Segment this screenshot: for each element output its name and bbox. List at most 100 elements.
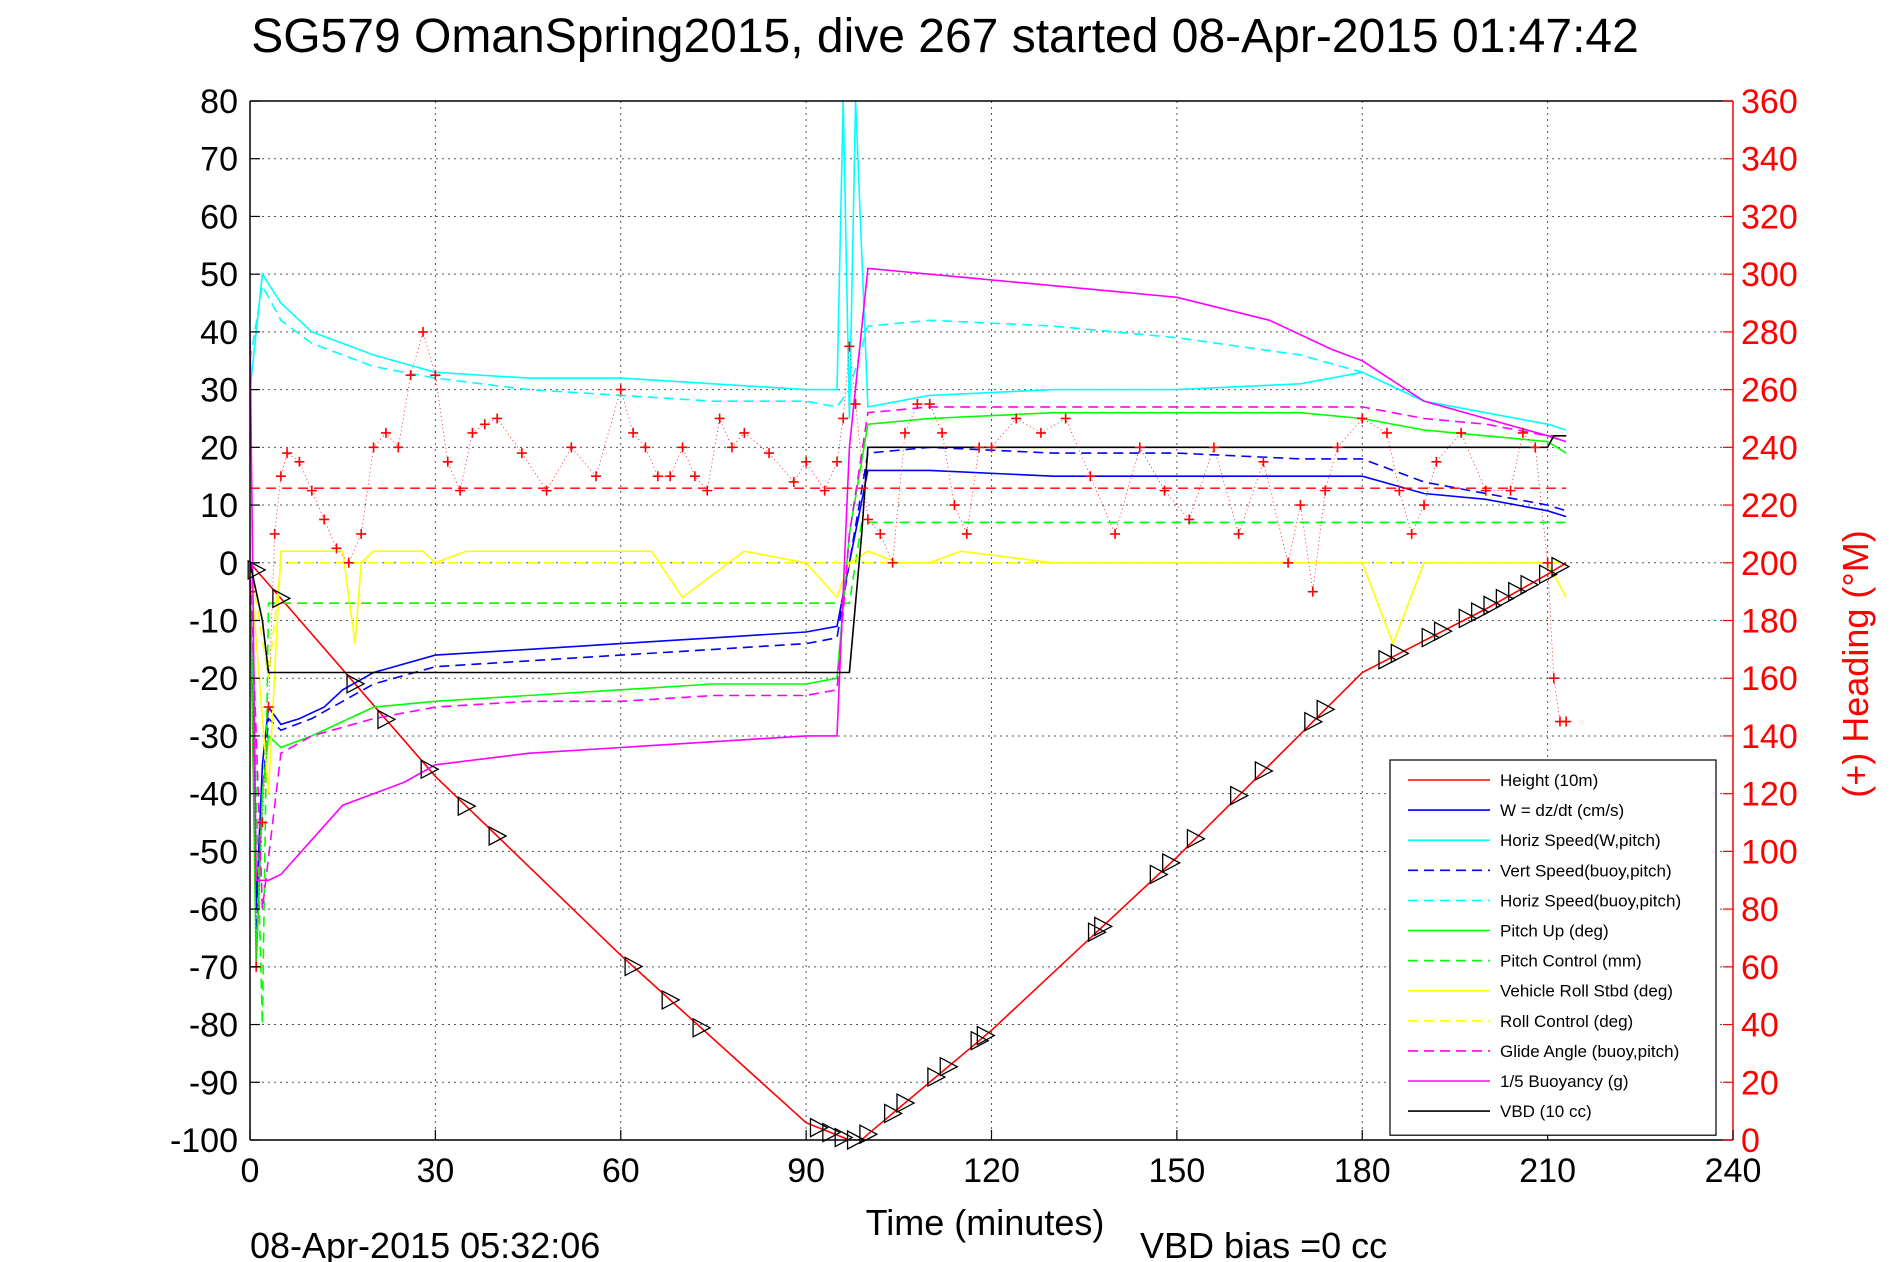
legend-label: Height (10m) <box>1500 771 1598 790</box>
legend-label: VBD (10 cc) <box>1500 1102 1592 1121</box>
heading-trace <box>250 330 1567 967</box>
legend-label: Horiz Speed(buoy,pitch) <box>1500 891 1681 910</box>
heading-point <box>269 528 280 539</box>
heading-point <box>937 427 948 438</box>
heading-point <box>1456 427 1467 438</box>
heading-point <box>862 514 873 525</box>
height-marker <box>1087 922 1107 943</box>
heading-point <box>1406 528 1417 539</box>
left-tick-label: -70 <box>189 949 238 987</box>
right-tick-label: 240 <box>1741 429 1798 467</box>
x-tick-label: 180 <box>1334 1152 1391 1190</box>
right-tick-label: 200 <box>1741 545 1798 583</box>
heading-point <box>1295 500 1306 511</box>
height-marker <box>1304 711 1324 732</box>
legend-label: Glide Angle (buoy,pitch) <box>1500 1042 1679 1061</box>
left-tick-label: -100 <box>170 1122 238 1160</box>
heading-point <box>405 370 416 381</box>
left-tick-label: 20 <box>200 429 238 467</box>
heading-point <box>1233 528 1244 539</box>
series-line-8 <box>250 561 1567 679</box>
heading-point <box>257 817 268 828</box>
right-tick-label: 40 <box>1741 1007 1779 1045</box>
heading-point <box>275 471 286 482</box>
heading-point <box>702 485 713 496</box>
left-tick-label: 70 <box>200 141 238 179</box>
heading-point <box>1419 500 1430 511</box>
heading-point <box>319 514 330 525</box>
heading-point <box>368 442 379 453</box>
heading-point <box>1110 528 1121 539</box>
left-tick-label: 30 <box>200 372 238 410</box>
heading-point <box>380 427 391 438</box>
footer-vbd-bias: VBD bias =0 cc <box>1140 1225 1387 1262</box>
heading-point <box>1381 427 1392 438</box>
heading-point <box>801 456 812 467</box>
heading-point <box>1258 456 1269 467</box>
heading-point <box>1307 586 1318 597</box>
height-marker <box>1149 864 1169 885</box>
heading-point <box>1517 427 1528 438</box>
right-tick-label: 340 <box>1741 141 1798 179</box>
heading-point <box>819 485 830 496</box>
height-marker <box>1162 852 1182 874</box>
left-y-tick-labels: 80 70 60 50 40 30 20 10 0 -10 -20 -30 -40 -50 -60 -70 -8… <box>170 83 238 1160</box>
right-tick-label: 280 <box>1741 314 1798 352</box>
legend-box <box>1389 759 1717 1136</box>
heading-point <box>726 442 737 453</box>
heading-point <box>1320 485 1331 496</box>
heading-point <box>887 557 898 568</box>
heading-point <box>1159 485 1170 496</box>
heading-point <box>393 442 404 453</box>
heading-point <box>591 471 602 482</box>
height-marker <box>1495 588 1515 609</box>
heading-point <box>924 399 935 410</box>
heading-point <box>1505 485 1516 496</box>
left-tick-label: -10 <box>189 603 238 641</box>
heading-point <box>899 427 910 438</box>
left-tick-label: 50 <box>200 256 238 294</box>
heading-point <box>442 456 453 467</box>
height-marker <box>1230 785 1250 806</box>
x-tick-label: 60 <box>602 1152 640 1190</box>
height-marker <box>1483 595 1503 616</box>
right-tick-label: 100 <box>1741 833 1798 871</box>
series-line-3 <box>250 446 1567 939</box>
height-markers <box>247 556 1571 1151</box>
heading-point <box>306 485 317 496</box>
heading-point <box>652 471 663 482</box>
series-line-4 <box>250 283 1567 443</box>
heading-point <box>1085 471 1096 482</box>
height-marker <box>809 1117 829 1138</box>
left-tick-label: 40 <box>200 314 238 352</box>
x-tick-label: 90 <box>787 1152 825 1190</box>
right-tick-label: 260 <box>1741 372 1798 410</box>
heading-point <box>282 448 293 459</box>
heading-point <box>949 500 960 511</box>
legend-label: Pitch Up (deg) <box>1500 922 1609 941</box>
heading-point <box>764 448 775 459</box>
heading-point <box>665 471 676 482</box>
left-tick-label: -60 <box>189 891 238 929</box>
heading-point <box>1394 485 1405 496</box>
heading-point <box>294 456 305 467</box>
series-line-11 <box>250 434 1567 674</box>
right-tick-label: 60 <box>1741 949 1779 987</box>
x-tick-label: 0 <box>241 1152 260 1190</box>
left-tick-label: 60 <box>200 198 238 236</box>
legend-label: Vehicle Roll Stbd (deg) <box>1500 982 1673 1001</box>
height-marker <box>457 796 477 817</box>
height-marker <box>488 825 508 847</box>
heading-point <box>1184 514 1195 525</box>
height-marker <box>420 759 440 780</box>
heading-point <box>974 442 985 453</box>
heading-point <box>1561 716 1572 727</box>
height-marker <box>939 1056 959 1077</box>
height-marker <box>1094 916 1114 937</box>
left-tick-label: -40 <box>189 776 238 814</box>
height-marker <box>1186 828 1206 849</box>
x-tick-label: 150 <box>1149 1152 1206 1190</box>
heading-point <box>875 528 886 539</box>
right-tick-label: 320 <box>1741 198 1798 236</box>
left-tick-label: -90 <box>189 1064 238 1102</box>
